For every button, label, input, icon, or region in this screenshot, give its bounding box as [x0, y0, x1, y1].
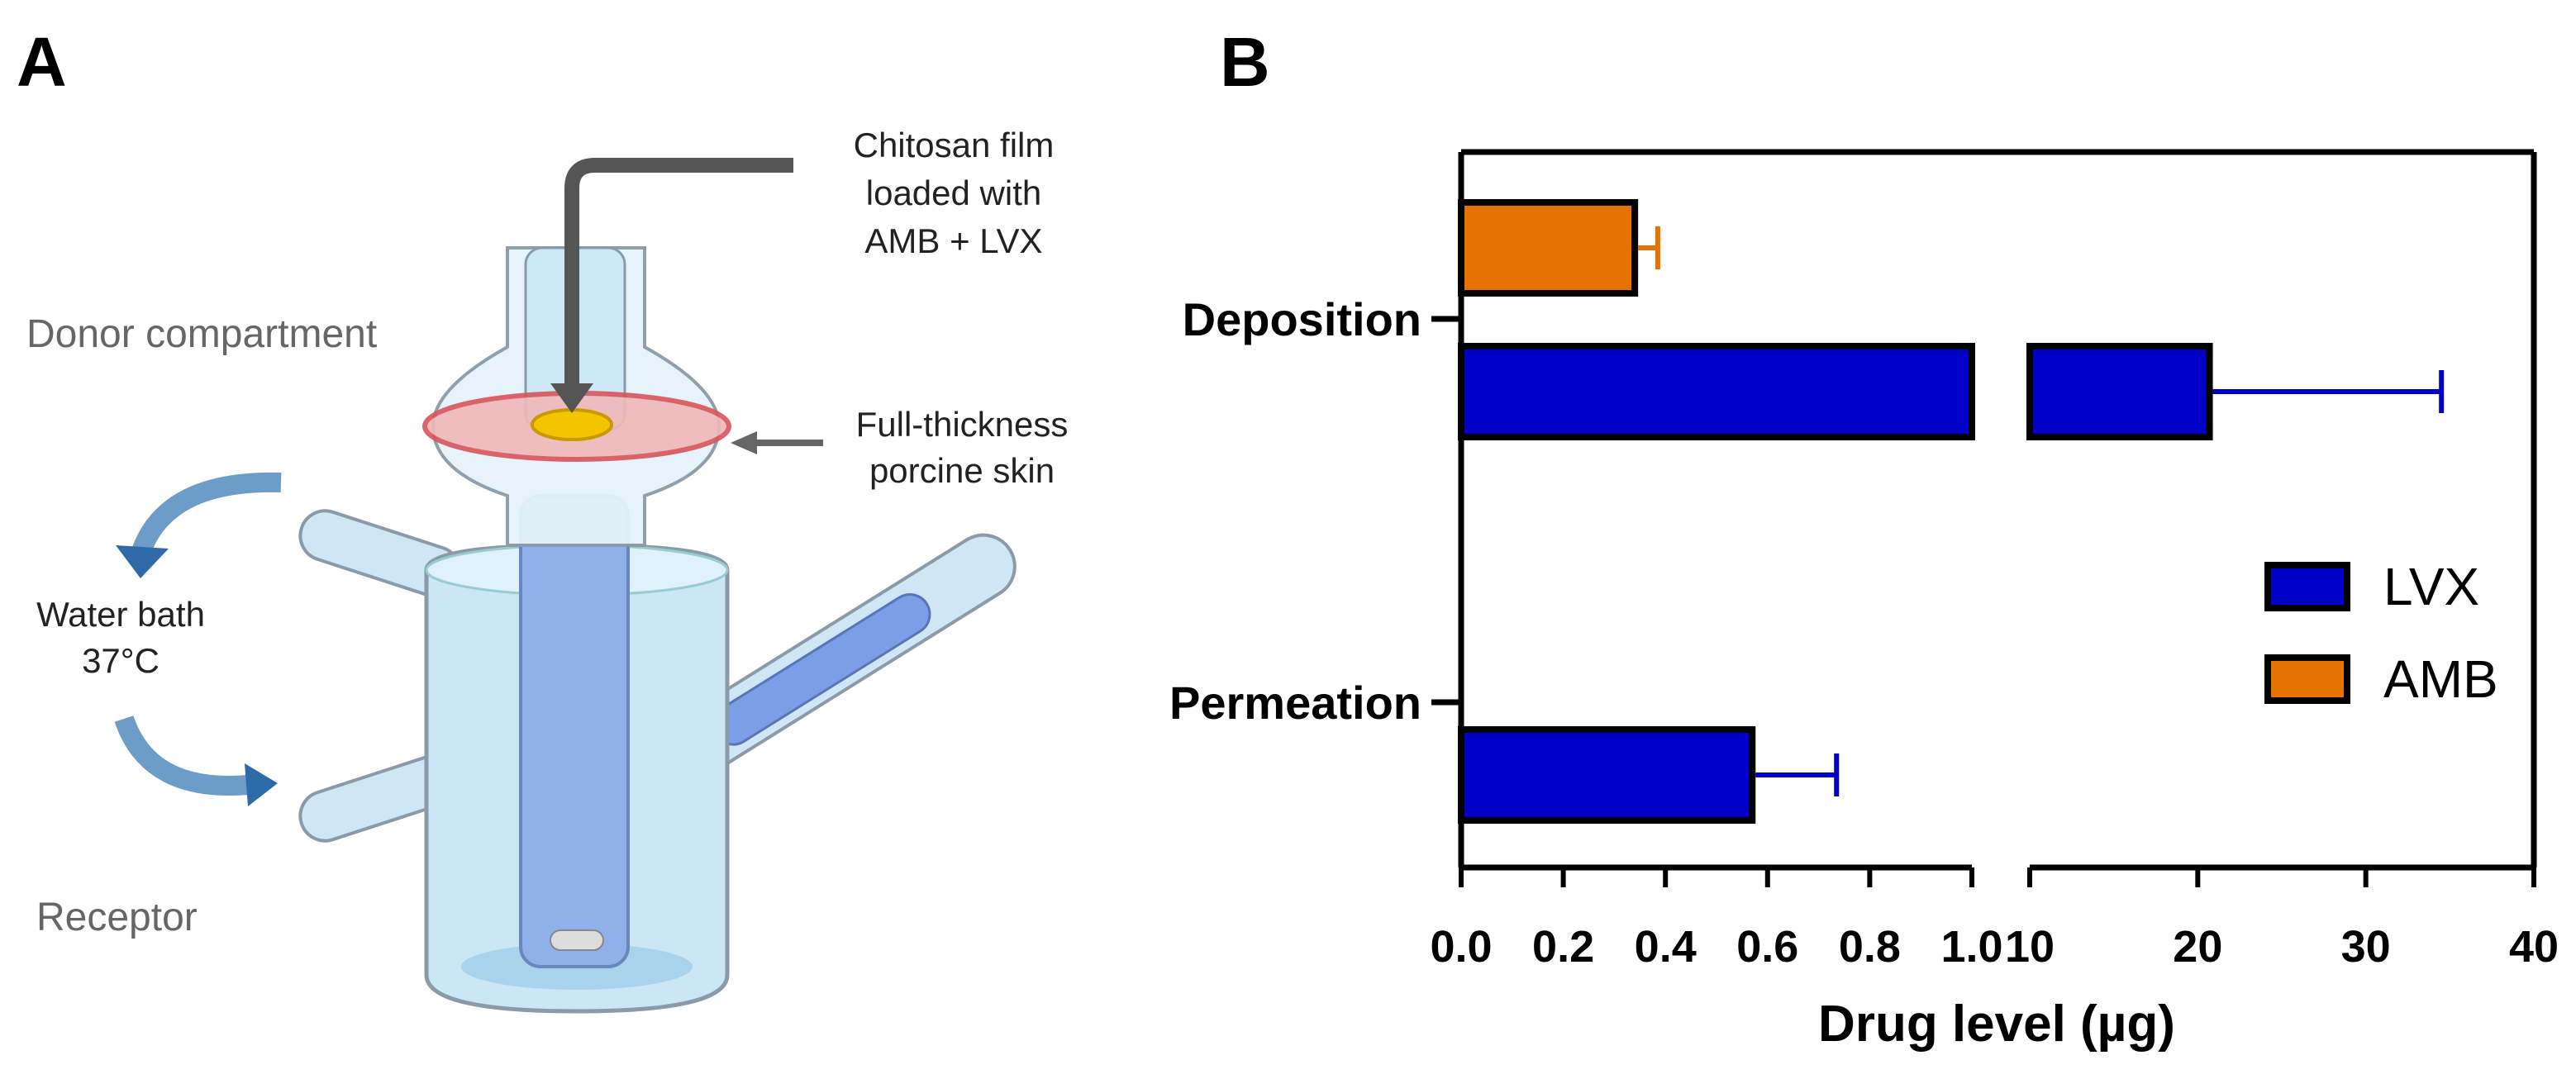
inner-tube [519, 494, 630, 968]
film-label: Chitosan film [854, 126, 1055, 164]
error-bar [1638, 226, 1660, 269]
legend-label: LVX [2383, 557, 2479, 616]
panel-label: B [1220, 23, 1270, 101]
error-bar [1755, 753, 1840, 796]
x-tick-label: 40 [2509, 922, 2559, 972]
bath-label: 37°C [82, 641, 160, 680]
x-tick-label: 0.6 [1736, 922, 1798, 972]
bar [1458, 199, 1639, 297]
stir-bar [550, 929, 604, 951]
x-tick-label: 0.2 [1532, 922, 1594, 972]
legend-swatch [2264, 654, 2350, 704]
arrowhead [731, 431, 757, 454]
x-tick-label: 0.0 [1430, 922, 1492, 972]
arrowhead [245, 763, 278, 806]
x-tick-label: 0.8 [1839, 922, 1901, 972]
bar [1458, 726, 1756, 824]
x-axis-label: Drug level (µg) [1818, 996, 2175, 1053]
franz-cell [114, 158, 1017, 1014]
bath-arrow [131, 472, 282, 558]
film [531, 408, 613, 441]
film-arrow [564, 158, 793, 388]
x-tick-label: 30 [2341, 922, 2391, 972]
panel-label: A [17, 23, 67, 101]
error-bar [2212, 370, 2445, 413]
bath-label: Water bath [36, 595, 205, 634]
receptor-label: Receptor [36, 896, 198, 939]
skin-label: Full-thickness [856, 405, 1069, 444]
film-label: loaded with [866, 173, 1041, 212]
arrowhead [550, 383, 593, 413]
film-label: AMB + LVX [864, 221, 1042, 260]
y-tick-label: Deposition [1183, 293, 1421, 345]
x-tick-label: 20 [2173, 922, 2222, 972]
bar [1458, 343, 2213, 440]
x-tick-label: 0.4 [1635, 922, 1697, 972]
legend-label: AMB [2383, 649, 2498, 709]
skin-label: porcine skin [869, 451, 1055, 490]
x-tick-label: 10 [2005, 922, 2055, 972]
bath-arrow [114, 715, 249, 796]
donor-label: Donor compartment [26, 312, 377, 356]
legend-swatch [2264, 562, 2350, 611]
x-tick-label: 1.0 [1940, 922, 2002, 972]
y-tick-label: Permeation [1169, 677, 1421, 729]
arrowhead [116, 545, 169, 578]
